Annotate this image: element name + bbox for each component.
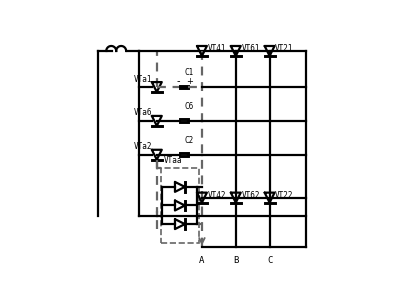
Text: -: - (176, 76, 180, 86)
Text: VT22: VT22 (275, 191, 294, 200)
Text: VT41: VT41 (208, 44, 226, 53)
Text: C1: C1 (185, 68, 194, 77)
Text: C2: C2 (185, 136, 194, 144)
Text: VTa1: VTa1 (134, 75, 152, 84)
Text: VTa2: VTa2 (134, 142, 152, 151)
Text: VTa6: VTa6 (134, 108, 152, 117)
Text: +: + (186, 77, 193, 86)
Text: C6: C6 (185, 102, 194, 111)
Text: VT21: VT21 (275, 44, 294, 53)
Text: VT42: VT42 (208, 191, 226, 200)
Text: A: A (199, 256, 204, 265)
Text: VT62: VT62 (242, 191, 260, 200)
Text: VTaa: VTaa (164, 156, 182, 165)
Text: B: B (233, 256, 238, 265)
Text: VT61: VT61 (242, 44, 260, 53)
Text: C: C (267, 256, 272, 265)
